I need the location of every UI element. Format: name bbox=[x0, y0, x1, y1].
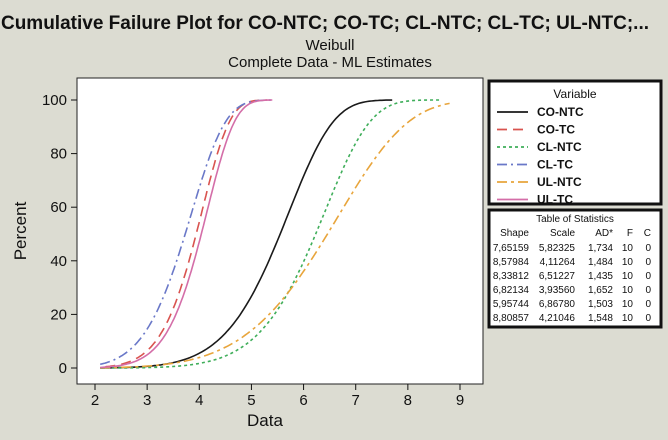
chart-title: Cumulative Failure Plot for CO-NTC; CO-T… bbox=[1, 13, 649, 34]
stats-header-0: Shape bbox=[500, 228, 529, 239]
x-tick-label-7: 9 bbox=[456, 392, 464, 409]
series-line-ul-ntc bbox=[100, 102, 450, 369]
stats-cell-3-1: 3,93560 bbox=[539, 285, 576, 296]
stats-cell-2-3: 10 bbox=[622, 271, 634, 282]
y-tick-label-2: 40 bbox=[50, 253, 67, 270]
x-tick-label-3: 5 bbox=[247, 392, 255, 409]
legend-box bbox=[487, 79, 663, 206]
stats-cell-2-1: 6,51227 bbox=[539, 271, 576, 282]
series-lines bbox=[100, 99, 450, 369]
y-tick-label-3: 60 bbox=[50, 199, 67, 216]
stats-cell-4-4: 0 bbox=[645, 299, 651, 310]
x-tick-label-5: 7 bbox=[352, 392, 360, 409]
stats-table: Shape Scale AD* F C 7,65159 5,82325 1,734 10 0 8,5… bbox=[493, 228, 652, 324]
stats-cell-1-2: 1,484 bbox=[588, 257, 613, 268]
stats-cell-0-1: 5,82325 bbox=[539, 243, 576, 254]
stats-table-box bbox=[487, 208, 663, 329]
x-tick-label-6: 8 bbox=[404, 392, 412, 409]
legend-label-co-tc: CO-TC bbox=[537, 123, 575, 137]
x-axis-title: Data bbox=[247, 411, 283, 430]
stats-cell-2-4: 0 bbox=[645, 271, 651, 282]
stats-cell-0-2: 1,734 bbox=[588, 243, 613, 254]
stats-cell-2-0: 8,33812 bbox=[493, 271, 530, 282]
stats-cell-0-4: 0 bbox=[645, 243, 651, 254]
legend-label-co-ntc: CO-NTC bbox=[537, 105, 584, 119]
stats-cell-5-4: 0 bbox=[645, 313, 651, 324]
x-tick-label-0: 2 bbox=[91, 392, 99, 409]
y-tick-label-0: 0 bbox=[59, 360, 67, 377]
stats-cell-4-0: 5,95744 bbox=[493, 299, 530, 310]
stats-cell-5-1: 4,21046 bbox=[539, 313, 576, 324]
stats-cell-3-2: 1,652 bbox=[588, 285, 613, 296]
y-tick-label-1: 20 bbox=[50, 306, 67, 323]
stats-cell-3-4: 0 bbox=[645, 285, 651, 296]
stats-cell-5-3: 10 bbox=[622, 313, 634, 324]
x-axis: 2 3 4 5 6 7 8 9 bbox=[91, 384, 464, 409]
y-tick-label-4: 80 bbox=[50, 146, 67, 163]
x-tick-label-4: 6 bbox=[299, 392, 307, 409]
legend-label-cl-tc: CL-TC bbox=[537, 158, 573, 172]
stats-header-3: F bbox=[627, 228, 633, 239]
stats-cell-3-3: 10 bbox=[622, 285, 634, 296]
stats-cell-5-0: 8,80857 bbox=[493, 313, 530, 324]
stats-header-1: Scale bbox=[550, 228, 575, 239]
x-tick-label-2: 4 bbox=[195, 392, 203, 409]
x-tick-label-1: 3 bbox=[143, 392, 151, 409]
series-line-cl-tc bbox=[100, 99, 273, 366]
legend-title: Variable bbox=[553, 87, 596, 101]
stats-cell-1-3: 10 bbox=[622, 257, 634, 268]
stats-cell-5-2: 1,548 bbox=[588, 313, 613, 324]
stats-cell-4-1: 6,86780 bbox=[539, 299, 576, 310]
stats-cell-2-2: 1,435 bbox=[588, 271, 613, 282]
legend: CO-NTC CO-TC CL-NTC CL-TC UL-NTC UL-TC bbox=[497, 105, 584, 207]
stats-header-2: AD* bbox=[595, 228, 613, 239]
chart-subtitle-2: Complete Data - ML Estimates bbox=[228, 54, 432, 71]
stats-cell-3-0: 6,82134 bbox=[493, 285, 530, 296]
stats-cell-4-2: 1,503 bbox=[588, 299, 613, 310]
legend-label-cl-ntc: CL-NTC bbox=[537, 140, 582, 154]
stats-cell-4-3: 10 bbox=[622, 299, 634, 310]
y-tick-label-5: 100 bbox=[42, 92, 67, 109]
y-axis: 0 20 40 60 80 100 bbox=[42, 92, 77, 377]
legend-label-ul-tc: UL-TC bbox=[537, 193, 573, 207]
stats-cell-1-4: 0 bbox=[645, 257, 651, 268]
legend-label-ul-ntc: UL-NTC bbox=[537, 175, 582, 189]
stats-table-title: Table of Statistics bbox=[536, 214, 614, 225]
stats-cell-1-0: 8,57984 bbox=[493, 257, 530, 268]
series-line-ul-tc bbox=[100, 99, 273, 369]
y-axis-title: Percent bbox=[11, 201, 30, 260]
stats-cell-1-1: 4,11264 bbox=[540, 257, 576, 268]
plot-area bbox=[76, 77, 484, 385]
stats-header-4: C bbox=[644, 228, 651, 239]
chart-subtitle: Weibull bbox=[306, 37, 355, 54]
stats-cell-0-0: 7,65159 bbox=[493, 243, 530, 254]
stats-cell-0-3: 10 bbox=[622, 243, 634, 254]
series-line-cl-ntc bbox=[100, 99, 440, 369]
